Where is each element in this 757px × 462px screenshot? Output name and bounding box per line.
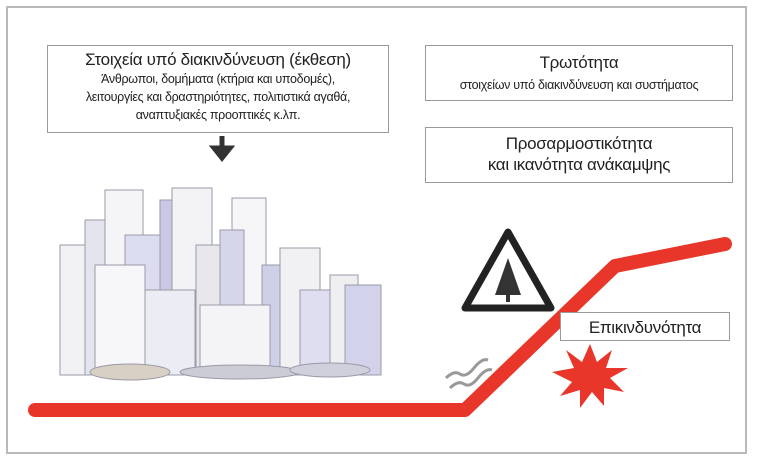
hazard-label: Επικινδυνότητα <box>561 317 729 338</box>
box-subtitle: στοιχείων υπό διακινδύνευση και συστήματ… <box>426 76 732 94</box>
city <box>60 188 381 380</box>
explosion <box>552 344 628 408</box>
box-line: Προσαρμοστικότητα <box>426 133 732 154</box>
fire-warning-sign <box>465 232 551 308</box>
arrow <box>214 136 230 158</box>
box-line: αναπτυξιακές προοπτικές κ.λπ. <box>48 106 388 124</box>
box-title: Τρωτότητα <box>426 52 732 73</box>
vulnerability-box: Τρωτότητα στοιχείων υπό διακινδύνευση κα… <box>425 45 733 101</box>
box-line: και ικανότητα ανάκαμψης <box>426 154 732 175</box>
box-line: λειτουργίες και δραστηριότητες, πολιτιστ… <box>48 88 388 106</box>
page: {"exposure":{"title":"Στοιχεία υπό διακι… <box>0 0 757 462</box>
hazard-box: Επικινδυνότητα <box>560 312 730 341</box>
box-title: Στοιχεία υπό διακινδύνευση (έκθεση) <box>48 49 388 70</box>
exposure-box: Στοιχεία υπό διακινδύνευση (έκθεση) Άνθρ… <box>47 45 389 133</box>
box-line: Άνθρωποι, δομήματα (κτήρια και υποδομές)… <box>48 70 388 88</box>
resilience-box: Προσαρμοστικότητα και ικανότητα ανάκαμψη… <box>425 127 733 183</box>
